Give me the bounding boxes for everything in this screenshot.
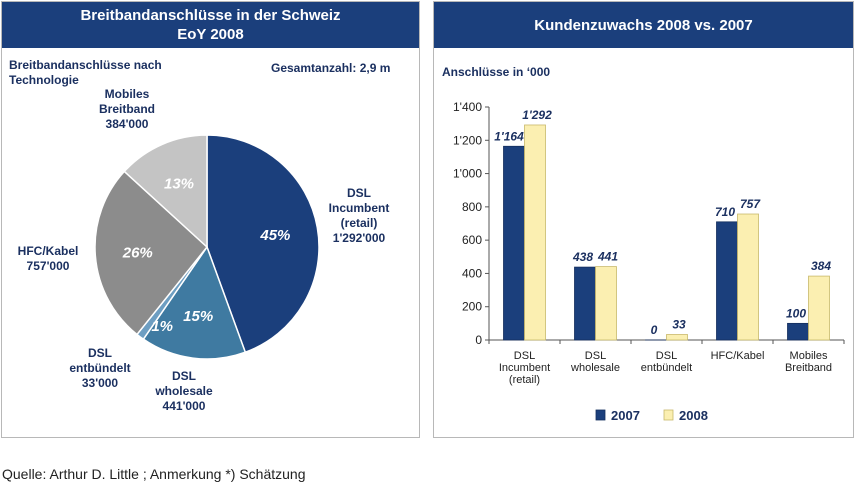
bar-value-label: 33 [672,318,686,332]
pie-slice-label-line: 1'292'000 [333,231,386,245]
source-note: Quelle: Arthur D. Little ; Anmerkung *) … [2,466,306,482]
bar-2008 [666,334,688,341]
bar-2007 [787,322,809,341]
y-tick-label: 1'400 [453,100,482,114]
pie-slice-label-line: Incumbent [329,201,390,215]
pie-percent-label: 26% [122,244,153,261]
pie-slice-label: HFC/Kabel 757'000 [18,244,79,273]
x-category-label: DSL Incumbent (retail) [499,350,550,386]
y-tick-label: 1'000 [453,167,482,181]
pie-slice-label-line: 757'000 [27,259,70,273]
pie-slice-label-line: Mobiles [105,87,150,101]
y-tick-label: 600 [462,233,482,247]
bar-value-label: 710 [715,205,735,219]
bar-value-label: 100 [786,306,806,320]
pie-slice-label-line: DSL [347,186,371,200]
pie-slice [94,170,209,336]
bar-2007 [574,266,596,341]
x-category-label-line: DSL [656,350,677,362]
x-category-label-line: wholesale [570,362,620,374]
x-category-label: DSL wholesale [570,350,620,374]
x-category-label-line: Mobiles [790,350,828,362]
x-category-label-line: entbündelt [641,362,692,374]
bar-value-label: 1'292 [522,108,552,122]
bar-2008 [595,266,617,341]
x-category-label-line: DSL [585,350,606,362]
pie-title-line2: EoY 2008 [177,26,244,43]
pie-percent-label: 45% [259,227,290,244]
pie-slice-label-line: (retail) [341,216,378,230]
bar-panel-header: Kundenzuwachs 2008 vs. 2007 [434,2,853,48]
pie-slice [206,134,320,354]
pie-panel: Breitbandanschlüsse in der Schweiz EoY 2… [1,1,420,438]
bar-2007 [503,145,525,341]
pie-slice-label-line: wholesale [154,384,213,398]
legend-swatch [663,409,674,421]
pie-slice-label-line: HFC/Kabel [18,244,79,258]
bar-2008 [808,275,830,341]
bar-unit-label: Anschlüsse in ‘000 [442,65,551,79]
bar-2008 [737,213,759,341]
x-category-label-line: (retail) [509,374,540,386]
pie-percent-label: 1% [151,318,173,335]
pie-title-line1: Breitbandanschlüsse in der Schweiz [80,7,341,24]
pie-subtitle-line1: Breitbandanschlüsse nach [9,58,162,72]
y-tick-label: 400 [462,266,482,280]
pie-slice-label-line: 33'000 [82,376,119,390]
pie-slice [142,245,247,360]
bar-value-label: 757 [740,197,761,211]
x-category-label-line: HFC/Kabel [711,350,765,362]
pie-slice-label: Mobiles Breitband 384'000 [99,87,155,131]
pie-slice-label-line: 441'000 [163,399,206,413]
x-category-label-line: DSL [514,350,535,362]
pie-percent-label: 15% [183,308,213,325]
pie-percent-label: 13% [164,175,194,192]
bar-value-label: 1'164 [494,129,524,143]
y-tick-label: 0 [475,333,482,347]
pie-slice-label-line: 384'000 [106,117,149,131]
pie-slice-label-line: DSL [172,369,196,383]
bar-value-label: 384 [811,259,831,273]
pie-subtitle-line2: Technologie [9,73,79,87]
pie-slice-label-line: DSL [88,346,112,360]
legend-label: 2008 [679,408,708,423]
x-category-label-line: Breitband [785,362,832,374]
bar-value-label: 0 [651,323,658,337]
y-tick-label: 1'200 [453,133,482,147]
bar-2008 [524,124,546,341]
x-category-label: Mobiles Breitband [785,350,832,374]
x-category-label-line: Incumbent [499,362,550,374]
bar-panel: Kundenzuwachs 2008 vs. 2007 Anschlüsse i… [433,1,854,438]
bar-value-label: 438 [572,250,593,264]
pie-slice-label: DSL wholesale 441'000 [154,369,213,413]
x-category-label: DSL entbündelt [641,350,692,374]
legend-swatch [595,409,606,421]
pie-total-label: Gesamtanzahl: 2,9 m [271,61,391,75]
legend-label: 2007 [611,408,640,423]
pie-subtitle: Breitbandanschlüsse nach Technologie [9,58,162,88]
pie-slice-label-line: Breitband [99,102,155,116]
bar-value-label: 441 [597,250,618,264]
bar-2007 [716,221,738,341]
pie-slice-label-line: entbündelt [69,361,130,375]
bar-title: Kundenzuwachs 2008 vs. 2007 [534,17,753,34]
y-tick-label: 200 [462,300,482,314]
y-tick-label: 800 [462,200,482,214]
pie-slice-label: DSL entbündelt 33'000 [69,346,130,390]
bar-chart: 0 200 400 600 800 1'000 1'200 1'400 1'164 1'292 DS… [453,100,845,423]
pie-panel-header: Breitbandanschlüsse in der Schweiz EoY 2… [2,2,419,48]
pie-slice [123,134,208,249]
pie-slice-label: DSL Incumbent (retail) 1'292'000 [329,186,390,245]
x-category-label: HFC/Kabel [711,350,765,362]
